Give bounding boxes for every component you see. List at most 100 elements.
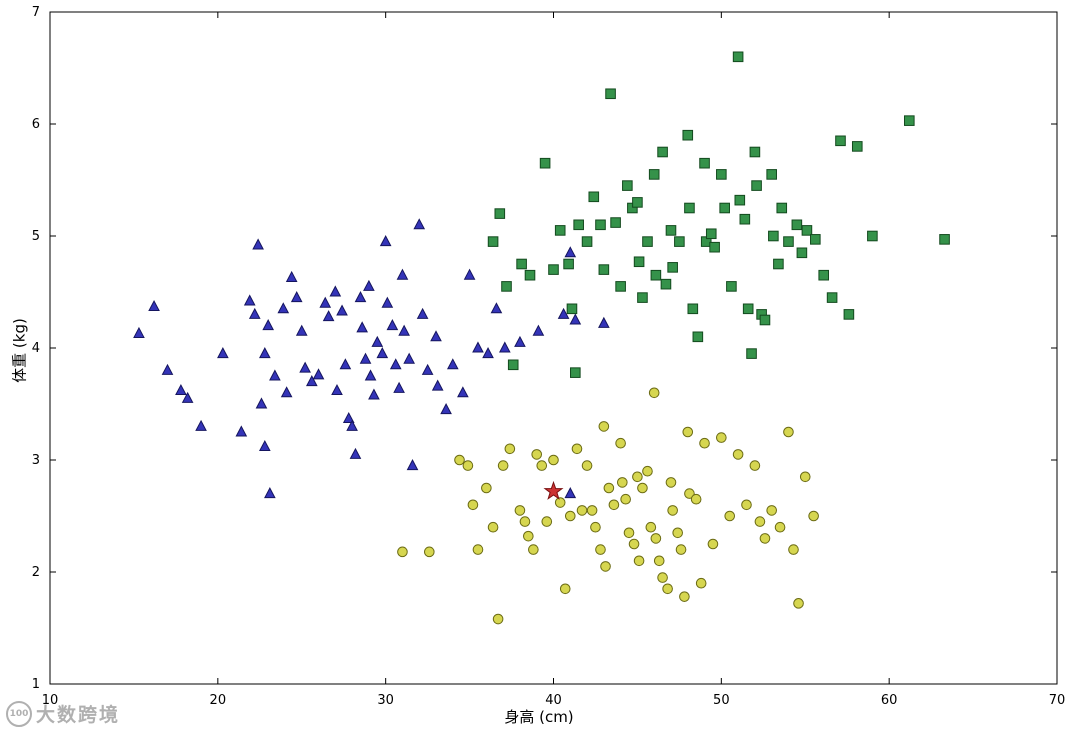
cluster-blue-triangles-point: [499, 341, 511, 353]
cluster-green-squares-point: [622, 180, 633, 191]
cluster-blue-triangles-point: [295, 324, 308, 336]
x-tick-label: 50: [713, 693, 730, 708]
cluster-yellow-circles-point: [653, 555, 665, 567]
cluster-yellow-circles-point: [650, 533, 662, 544]
cluster-green-squares-point: [633, 256, 645, 268]
cluster-blue-triangles-point: [440, 403, 452, 415]
cluster-blue-triangles-point: [339, 358, 352, 370]
cluster-green-squares-point: [563, 258, 574, 270]
cluster-yellow-circles-point: [617, 477, 628, 488]
cluster-yellow-circles-point: [637, 482, 648, 494]
cluster-green-squares-point: [692, 331, 704, 343]
cluster-blue-triangles-point: [258, 439, 271, 452]
cluster-yellow-circles-point: [481, 482, 492, 494]
watermark-logo-icon: 100: [6, 700, 32, 727]
cluster-blue-triangles-point: [195, 419, 207, 431]
cluster-green-squares-point: [796, 247, 808, 259]
cluster-blue-triangles-point: [363, 279, 375, 291]
cluster-green-squares-point: [739, 213, 751, 225]
cluster-blue-triangles-point: [463, 268, 476, 280]
cluster-blue-triangles-point: [364, 369, 377, 381]
cluster-yellow-circles-point: [662, 583, 673, 595]
cluster-yellow-circles-point: [620, 493, 631, 505]
cluster-green-squares-point: [524, 269, 536, 281]
cluster-yellow-circles-point: [679, 591, 690, 602]
cluster-green-squares-point: [939, 234, 950, 245]
cluster-green-squares-point: [810, 234, 821, 245]
cluster-blue-triangles-point: [329, 285, 342, 297]
cluster-blue-triangles-point: [430, 330, 442, 342]
cluster-yellow-circles-point: [724, 510, 736, 522]
cluster-yellow-circles-point: [531, 449, 543, 460]
x-tick-label: 40: [545, 693, 562, 708]
x-axis-label: 身高 (cm): [504, 708, 574, 726]
cluster-green-squares-point: [684, 202, 695, 214]
cluster-green-squares-point: [682, 129, 694, 141]
cluster-yellow-circles-point: [623, 527, 635, 539]
cluster-blue-triangles-point: [431, 379, 444, 391]
cluster-blue-triangles-point: [161, 363, 174, 375]
cluster-green-squares-point: [637, 292, 648, 303]
cluster-blue-triangles-point: [349, 447, 362, 459]
cluster-green-squares-point: [716, 169, 727, 180]
cluster-yellow-circles-point: [528, 544, 539, 555]
cluster-blue-triangles-point: [252, 238, 264, 250]
cluster-green-squares-point: [660, 278, 672, 290]
cluster-blue-triangles-point: [472, 341, 484, 353]
cluster-blue-triangles-point: [371, 335, 384, 347]
cluster-yellow-circles-point: [487, 521, 499, 533]
cluster-green-squares-point: [687, 303, 699, 315]
y-tick-label: 1: [32, 677, 40, 692]
cluster-yellow-circles-point: [615, 437, 626, 449]
x-tick-label: 20: [210, 693, 227, 708]
cluster-yellow-circles-point: [707, 538, 719, 550]
cluster-green-squares-point: [570, 367, 581, 378]
cluster-blue-triangles-point: [342, 411, 355, 424]
cluster-yellow-circles-point: [672, 527, 683, 539]
cluster-blue-triangles-point: [133, 326, 145, 338]
cluster-yellow-circles-point: [675, 544, 687, 555]
cluster-yellow-circles-point: [608, 499, 620, 511]
cluster-blue-triangles-point: [285, 270, 298, 282]
x-tick-label: 10: [42, 693, 59, 708]
cluster-green-squares-point: [773, 258, 784, 270]
cluster-blue-triangles-point: [557, 307, 570, 319]
cluster-yellow-circles-point: [732, 449, 744, 460]
cluster-yellow-circles-point: [788, 544, 799, 555]
cluster-yellow-circles-point: [571, 443, 583, 455]
cluster-yellow-circles-point: [808, 510, 819, 522]
cluster-green-squares-point: [615, 281, 626, 292]
cluster-green-squares-point: [657, 146, 668, 158]
cluster-green-squares-point: [705, 228, 717, 240]
cluster-yellow-circles-point: [548, 454, 559, 466]
cluster-yellow-circles-point: [554, 497, 566, 508]
cluster-blue-triangles-point: [376, 347, 389, 359]
cluster-green-squares-point: [904, 115, 915, 126]
cluster-blue-triangles-point: [258, 347, 271, 359]
cluster-blue-triangles-point: [356, 321, 368, 333]
cluster-blue-triangles-point: [482, 347, 494, 359]
cluster-blue-triangles-point: [346, 419, 358, 431]
cluster-blue-triangles-point: [299, 361, 311, 373]
cluster-blue-triangles-point: [564, 246, 577, 258]
cluster-blue-triangles-point: [331, 383, 343, 396]
cluster-yellow-circles-point: [523, 530, 534, 542]
y-tick-label: 7: [32, 5, 40, 20]
cluster-blue-triangles-point: [398, 324, 410, 336]
cluster-green-squares-point: [610, 217, 621, 228]
cluster-yellow-circles-point: [657, 572, 668, 583]
cluster-green-squares-point: [801, 225, 813, 236]
cluster-green-squares-point: [494, 208, 506, 219]
cluster-blue-triangles-point: [564, 487, 577, 499]
cluster-green-squares-point: [776, 202, 788, 214]
x-tick-label: 30: [377, 693, 394, 708]
cluster-blue-triangles-point: [359, 352, 372, 364]
cluster-blue-triangles-point: [490, 302, 503, 314]
cluster-green-squares-point: [783, 236, 794, 247]
cluster-yellow-circles-point: [564, 510, 576, 522]
cluster-blue-triangles-point: [181, 391, 194, 403]
cluster-green-squares-point: [826, 292, 838, 303]
cluster-green-squares-point: [487, 236, 499, 247]
cluster-green-squares-point: [818, 269, 830, 281]
cluster-green-squares-point: [746, 348, 757, 359]
